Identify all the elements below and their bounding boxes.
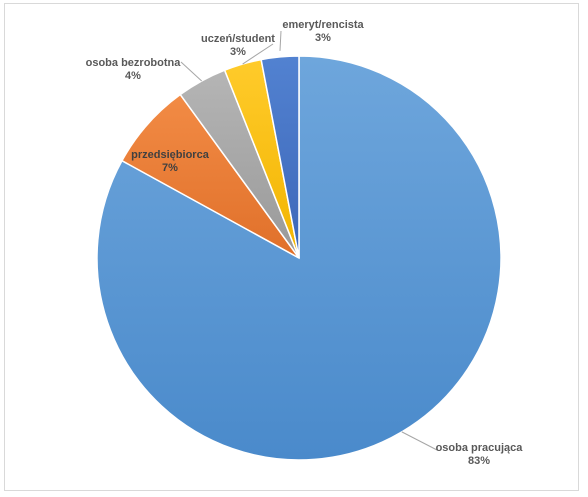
slice-category-label: uczeń/student — [201, 33, 275, 45]
slice-category-label: przedsiębiorca — [131, 149, 210, 161]
slice-value-label: 4% — [125, 70, 141, 82]
slice-category-label: osoba pracująca — [436, 442, 524, 454]
leader-line — [242, 43, 274, 65]
chart-area: osoba pracująca 83% przedsiębiorca 7% osoba … — [4, 3, 579, 491]
slice-category-label: emeryt/rencista — [282, 19, 364, 31]
leader-line — [401, 431, 438, 451]
slice-value-label: 7% — [162, 162, 178, 174]
slice-category-label: osoba bezrobotna — [86, 57, 182, 69]
pie-slice — [260, 55, 300, 259]
leader-line — [279, 30, 282, 51]
slice-value-label: 3% — [315, 32, 331, 44]
slice-value-label: 3% — [230, 46, 246, 58]
leader-line — [180, 61, 203, 82]
slice-value-label: 83% — [468, 455, 490, 467]
